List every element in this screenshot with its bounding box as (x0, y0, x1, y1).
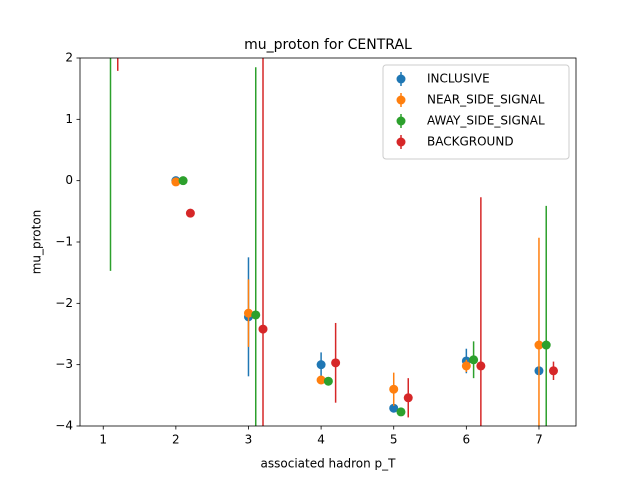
x-tick-label: 1 (99, 433, 107, 447)
data-point (171, 177, 181, 187)
x-tick-label: 3 (245, 433, 253, 447)
chart-title: mu_proton for CENTRAL (244, 37, 412, 53)
data-point (403, 393, 413, 403)
y-tick-label: 0 (65, 173, 73, 187)
data-point (389, 403, 399, 413)
data-point (476, 361, 486, 371)
y-axis-label: mu_proton (30, 210, 44, 275)
data-point (243, 308, 253, 318)
x-tick-label: 4 (317, 433, 325, 447)
data-point (258, 324, 268, 334)
data-point (316, 375, 326, 385)
y-tick-label: 2 (65, 51, 73, 65)
data-point (469, 355, 479, 365)
legend-box (382, 64, 570, 160)
data-point (178, 176, 188, 186)
data-point (185, 208, 195, 218)
legend-label: NEAR_SIDE_SIGNAL (427, 93, 545, 107)
plot-area (109, 58, 558, 426)
legend-label: BACKGROUND (427, 135, 514, 149)
data-point (461, 361, 471, 371)
legend-swatch (396, 74, 406, 84)
data-point (389, 384, 399, 394)
x-tick-label: 6 (463, 433, 471, 447)
y-tick-label: −1 (55, 235, 73, 249)
legend-swatch (396, 116, 406, 126)
x-tick-label: 7 (535, 433, 543, 447)
legend: INCLUSIVE NEAR_SIDE_SIGNAL AWAY_SIDE_SIGNA… (382, 64, 570, 160)
data-point (534, 340, 544, 350)
data-point (331, 358, 341, 368)
x-tick-label: 2 (172, 433, 180, 447)
legend-swatch (396, 137, 406, 147)
x-tick-label: 5 (390, 433, 398, 447)
data-point (251, 310, 261, 320)
y-tick-label: −2 (55, 296, 73, 310)
legend-label: INCLUSIVE (427, 72, 490, 86)
data-point (541, 340, 551, 350)
x-axis-label: associated hadron p_T (261, 457, 397, 471)
data-point (548, 366, 558, 376)
data-point (316, 360, 326, 370)
data-point (396, 407, 406, 417)
legend-label: AWAY_SIDE_SIGNAL (427, 114, 545, 128)
data-point (323, 376, 333, 386)
legend-swatch (396, 95, 406, 105)
y-tick-label: −4 (55, 419, 73, 433)
y-tick-label: 1 (65, 112, 73, 126)
y-tick-label: −3 (55, 357, 73, 371)
